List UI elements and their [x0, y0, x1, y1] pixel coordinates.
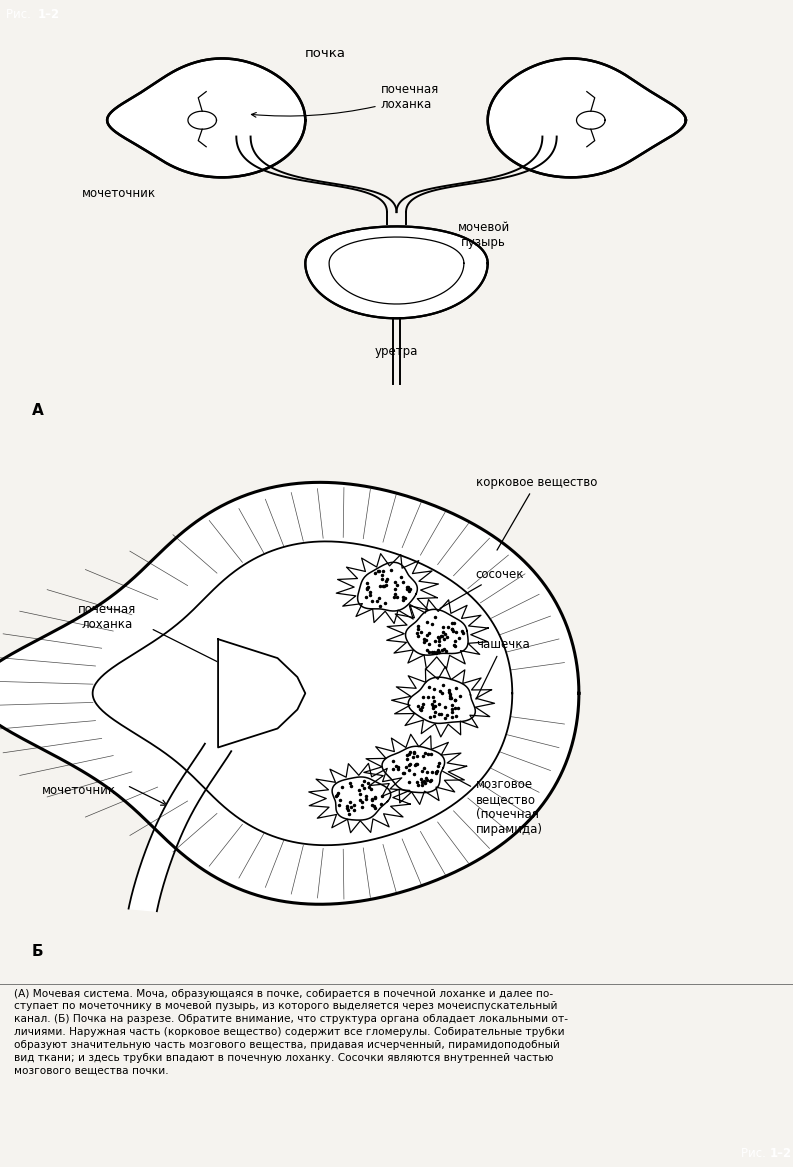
Polygon shape — [358, 562, 417, 612]
Text: мочеточник: мочеточник — [82, 187, 156, 201]
Polygon shape — [305, 226, 488, 319]
Text: А: А — [32, 404, 44, 419]
Polygon shape — [382, 746, 445, 792]
Text: Б: Б — [32, 944, 44, 958]
Polygon shape — [128, 743, 232, 911]
Polygon shape — [332, 777, 391, 820]
Polygon shape — [218, 640, 305, 747]
Text: сосочек: сосочек — [440, 567, 524, 608]
Polygon shape — [408, 677, 475, 724]
Text: Рис.: Рис. — [741, 1147, 769, 1160]
Text: корковое вещество: корковое вещество — [476, 476, 597, 550]
Text: Рис.: Рис. — [6, 8, 35, 21]
Text: уретра: уретра — [375, 345, 418, 358]
Text: (А) Мочевая система. Моча, образующаяся в почке, собирается в почечной лоханке и: (А) Мочевая система. Моча, образующаяся … — [14, 988, 569, 1075]
Text: мочеточник: мочеточник — [42, 784, 117, 797]
Polygon shape — [0, 482, 579, 904]
Text: мозговое
вещество
(почечная
пирамида): мозговое вещество (почечная пирамида) — [442, 770, 542, 836]
Text: почечная
лоханка: почечная лоханка — [251, 84, 439, 117]
Polygon shape — [488, 58, 686, 177]
Text: 1–2: 1–2 — [38, 8, 60, 21]
Text: чашечка: чашечка — [476, 638, 530, 699]
Text: почка: почка — [305, 47, 346, 60]
Text: мочевой
пузырь: мочевой пузырь — [458, 221, 510, 249]
Text: 1–2: 1–2 — [769, 1147, 791, 1160]
Polygon shape — [107, 58, 305, 177]
Text: почечная
лоханка: почечная лоханка — [78, 603, 136, 631]
Polygon shape — [405, 609, 468, 655]
